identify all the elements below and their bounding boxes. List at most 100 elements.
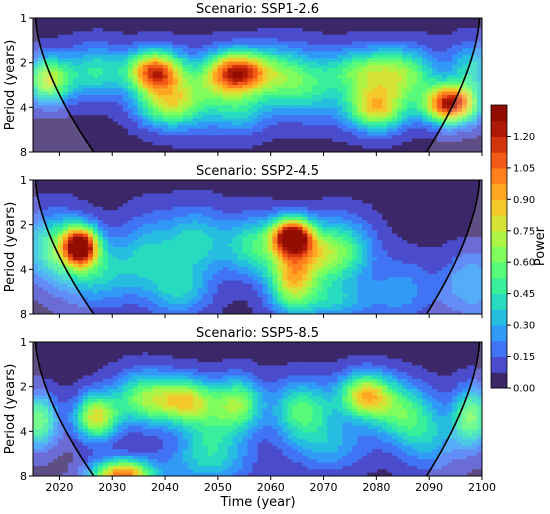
- heat-cell: [422, 34, 428, 39]
- heat-cell: [342, 85, 348, 89]
- heat-cell: [177, 38, 184, 43]
- heat-cell: [62, 206, 69, 211]
- heat-cell: [367, 54, 373, 59]
- heat-cell: [352, 180, 358, 184]
- heat-cell: [282, 141, 289, 146]
- heat-cell: [257, 131, 264, 136]
- heat-cell: [387, 85, 393, 89]
- heat-cell: [397, 145, 403, 150]
- heat-cell: [412, 81, 418, 86]
- heat-cell: [217, 41, 224, 46]
- heat-cell: [132, 125, 139, 130]
- heat-cell: [362, 213, 368, 218]
- heat-cell: [362, 210, 368, 215]
- heat-cell: [287, 18, 294, 22]
- heat-cell: [152, 78, 159, 83]
- heat-cell: [207, 213, 214, 218]
- heat-cell: [262, 145, 269, 150]
- heat-cell: [412, 206, 418, 211]
- heat-cell: [467, 121, 473, 126]
- heat-cell: [402, 145, 408, 150]
- heat-cell: [457, 118, 463, 123]
- heat-cell: [437, 200, 443, 205]
- heat-cell: [192, 138, 199, 143]
- heat-cell: [207, 223, 214, 228]
- heat-cell: [277, 128, 284, 133]
- heat-cell: [72, 206, 79, 211]
- heat-cell: [77, 216, 84, 221]
- heat-cell: [472, 101, 478, 106]
- heat-cell: [152, 190, 159, 194]
- heat-cell: [432, 115, 438, 120]
- heat-cell: [467, 81, 473, 86]
- heat-cell: [52, 28, 59, 32]
- heat-cell: [442, 71, 448, 76]
- heat-cell: [372, 216, 378, 221]
- heat-cell: [262, 203, 269, 208]
- heat-cell: [107, 220, 114, 225]
- heat-cell: [47, 220, 54, 225]
- heat-cell: [107, 31, 114, 36]
- heat-cell: [57, 190, 64, 194]
- heat-cell: [377, 141, 383, 146]
- heat-cell: [217, 125, 224, 130]
- heat-cell: [52, 24, 59, 29]
- heat-cell: [297, 58, 303, 63]
- heat-cell: [172, 101, 179, 106]
- heat-cell: [42, 44, 49, 49]
- heat-cell: [122, 183, 129, 188]
- heat-cell: [467, 38, 473, 43]
- heat-cell: [217, 48, 224, 53]
- heat-cell: [227, 78, 234, 83]
- heat-cell: [372, 85, 378, 89]
- heat-cell: [182, 28, 189, 32]
- heat-cell: [277, 111, 284, 116]
- heat-cell: [272, 48, 279, 53]
- heat-cell: [207, 85, 214, 89]
- heat-cell: [162, 74, 169, 79]
- heat-cell: [322, 125, 328, 130]
- heat-cell: [102, 210, 109, 215]
- heat-cell: [82, 186, 89, 191]
- heat-cell: [407, 128, 413, 133]
- heat-cell: [117, 210, 124, 215]
- heat-cell: [262, 135, 269, 140]
- heat-cell: [62, 111, 69, 116]
- heat-cell: [377, 115, 383, 120]
- heat-cell: [62, 121, 69, 126]
- heat-cell: [72, 54, 79, 59]
- heat-cell: [297, 48, 303, 53]
- heat-cell: [287, 51, 294, 56]
- heat-cell: [452, 85, 458, 89]
- heat-cell: [202, 183, 209, 188]
- heat-cell: [207, 61, 214, 66]
- heat-cell: [172, 38, 179, 43]
- heat-cell: [447, 180, 453, 184]
- heat-cell: [252, 180, 259, 184]
- heat-cell: [297, 226, 303, 231]
- heat-cell: [257, 64, 264, 69]
- heat-cell: [447, 141, 453, 146]
- heat-cell: [477, 223, 482, 228]
- heat-cell: [117, 78, 124, 83]
- heat-cell: [367, 206, 373, 211]
- heat-cell: [57, 64, 64, 69]
- heat-cell: [72, 220, 79, 225]
- heat-cell: [82, 210, 89, 215]
- heat-cell: [227, 128, 234, 133]
- heat-cell: [52, 71, 59, 76]
- heat-cell: [347, 68, 353, 73]
- heat-cell: [42, 180, 49, 184]
- heat-cell: [67, 210, 74, 215]
- heat-cell: [297, 200, 303, 205]
- heat-cell: [187, 148, 194, 152]
- heat-cell: [452, 216, 458, 221]
- heat-cell: [217, 128, 224, 133]
- heat-cell: [342, 95, 348, 99]
- heat-cell: [457, 128, 463, 133]
- heat-cell: [187, 41, 194, 46]
- heat-cell: [432, 54, 438, 59]
- heat-cell: [322, 21, 328, 26]
- heat-cell: [377, 121, 383, 126]
- heat-cell: [117, 81, 124, 86]
